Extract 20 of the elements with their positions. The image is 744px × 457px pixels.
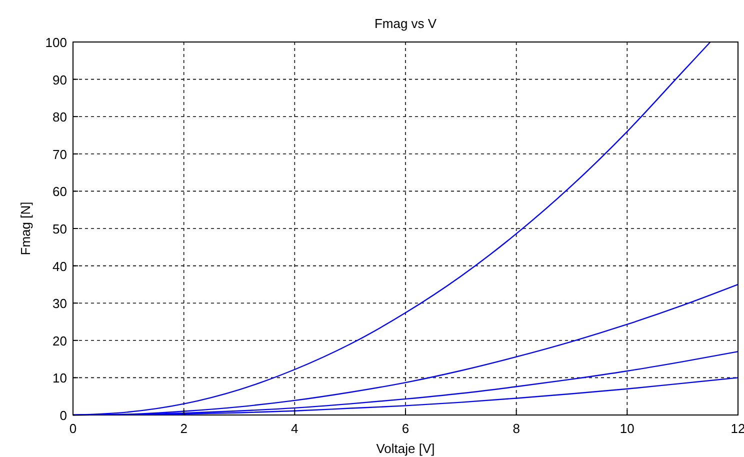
x-axis-title: Voltaje [V] [376, 441, 435, 456]
x-tick-label: 4 [291, 421, 298, 436]
y-tick-label: 0 [60, 408, 67, 423]
y-axis-title: Fmag [N] [18, 202, 33, 256]
x-tick-label: 6 [402, 421, 410, 436]
x-tick-label: 10 [620, 421, 634, 436]
chart-title: Fmag vs V [374, 16, 437, 31]
y-tick-label: 80 [52, 110, 67, 125]
y-tick-label: 70 [52, 146, 67, 162]
y-tick-label: 100 [45, 35, 67, 50]
y-tick-label: 60 [52, 184, 67, 200]
x-tick-label: 8 [512, 421, 520, 436]
x-tick-label: 0 [69, 421, 77, 436]
y-tick-label: 10 [52, 370, 67, 386]
y-tick-label: 40 [52, 258, 67, 274]
y-tick-label: 20 [52, 333, 67, 348]
y-tick-label: 50 [52, 222, 67, 236]
y-tick-label: 30 [52, 296, 67, 312]
y-tick-label: 90 [52, 72, 67, 88]
x-tick-label: 2 [180, 421, 188, 436]
